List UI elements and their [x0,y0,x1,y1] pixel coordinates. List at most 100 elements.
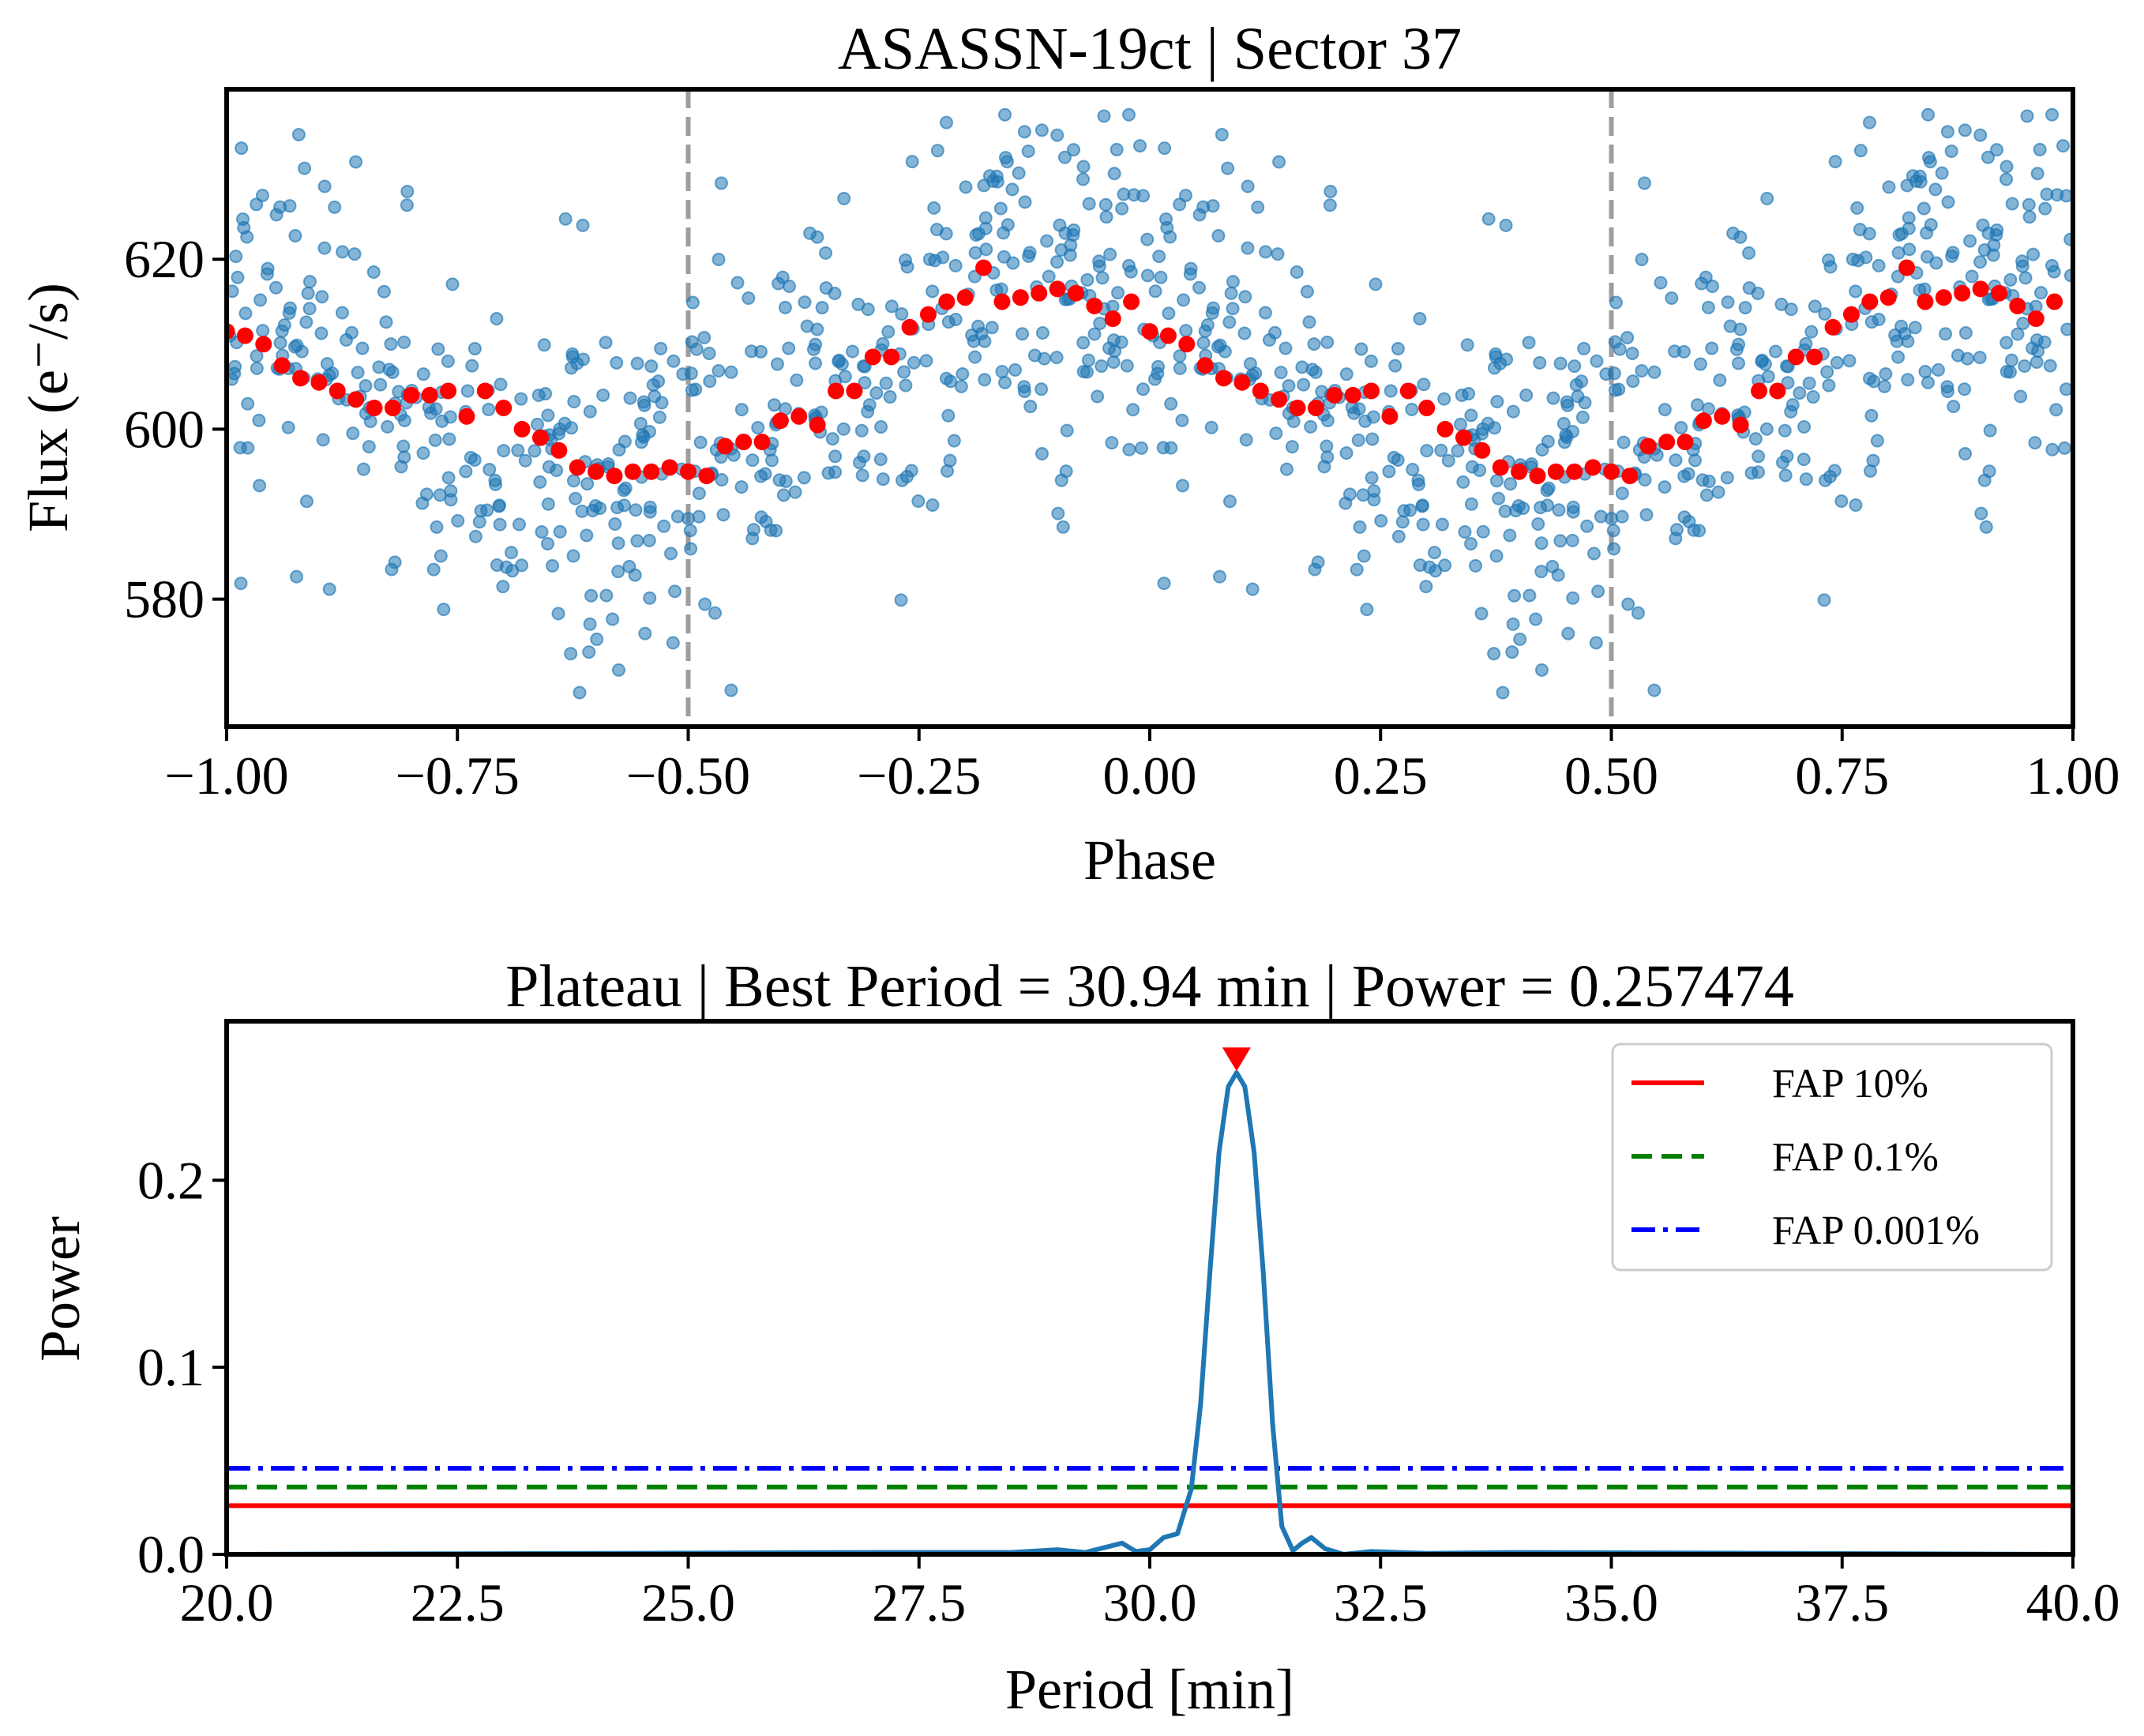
raw-data-point [583,404,597,419]
raw-data-point [542,460,556,474]
raw-data-point [2049,403,2063,417]
raw-data-point [1464,536,1478,550]
raw-data-point [1901,373,1915,387]
raw-data-point [767,398,781,412]
raw-data-point [1315,385,1329,399]
raw-data-point [618,481,633,495]
raw-data-point [1591,584,1605,599]
raw-data-point [734,480,749,494]
raw-data-point [772,473,787,487]
raw-data-point [734,403,749,417]
raw-data-point [1158,141,1172,156]
raw-data-point [968,350,982,364]
raw-data-point [1134,441,1148,455]
binned-data-point [1824,318,1842,336]
raw-data-point [1565,424,1579,438]
raw-data-point [943,453,957,468]
raw-data-point [884,299,899,314]
raw-data-point [2033,142,2047,156]
raw-data-point [298,161,312,175]
raw-data-point [277,318,291,333]
raw-data-point [995,364,1009,378]
raw-data-point [1350,562,1364,577]
raw-data-point [2031,344,2045,359]
raw-data-point [1867,374,1881,389]
raw-data-point [228,359,242,374]
raw-data-point [1066,143,1080,157]
raw-data-point [1963,234,1977,248]
raw-data-point [467,453,482,467]
raw-data-point [1774,297,1789,311]
raw-data-point [1238,290,1252,304]
raw-data-point [894,593,908,607]
binned-data-point [753,434,771,451]
raw-data-point [1853,223,1867,237]
raw-data-point [1374,513,1388,528]
raw-data-point [1761,370,1775,384]
raw-data-point [797,471,811,485]
top-y-axis-label: Flux (e⁻/s) [17,283,80,532]
raw-data-point [1196,336,1211,350]
raw-data-point [1687,523,1701,537]
raw-data-point [1049,351,1064,365]
raw-data-point [1140,269,1155,283]
binned-data-point [975,259,993,276]
raw-data-point [445,277,460,291]
raw-data-point [838,370,852,384]
raw-data-point [905,155,919,169]
raw-data-point [1481,212,1496,226]
raw-data-point [1489,347,1503,361]
raw-data-point [1388,359,1402,373]
raw-data-point [1323,198,1337,212]
raw-data-point [290,338,304,352]
binned-data-point [1529,468,1546,485]
raw-data-point [1420,444,1434,458]
binned-data-point [2027,310,2044,328]
raw-data-point [1519,388,1534,402]
raw-data-point [301,286,315,300]
raw-data-point [1274,366,1288,380]
binned-data-point [1031,284,1048,302]
raw-data-point [926,498,940,512]
raw-data-point [1213,569,1227,584]
bottom-x-tick-label: 35.0 [1564,1573,1658,1633]
raw-data-point [1626,374,1640,389]
raw-data-point [1513,632,1527,646]
raw-data-point [939,115,953,130]
raw-data-point [1417,378,1431,392]
raw-data-point [770,357,784,371]
raw-data-point [576,218,590,232]
raw-data-point [1018,195,1032,209]
binned-data-point [495,400,513,416]
raw-data-point [1784,404,1798,419]
raw-data-point [314,326,329,340]
raw-data-point [344,325,359,340]
raw-data-point [1243,357,1257,371]
raw-data-point [689,382,703,396]
top-x-tick-label: −0.50 [626,746,750,806]
raw-data-point [1324,185,1338,199]
raw-data-point [1872,258,1886,272]
raw-data-point [1001,218,1015,232]
raw-data-point [1568,359,1582,374]
raw-data-point [1870,434,1884,448]
raw-data-point [644,359,659,374]
raw-data-point [1981,150,1995,164]
raw-data-point [828,286,842,300]
raw-data-point [2045,107,2060,122]
raw-data-point [1063,248,1077,262]
raw-data-point [821,466,835,480]
raw-data-point [1489,549,1504,563]
raw-data-point [1797,420,1812,434]
raw-data-point [1508,588,1522,603]
raw-data-point [1282,378,1296,393]
raw-data-point [1976,218,1990,232]
raw-data-point [1804,325,1819,339]
raw-data-point [1008,363,1023,377]
binned-data-point [1658,434,1676,451]
raw-data-point [1616,435,1631,449]
binned-data-point [458,408,475,425]
binned-data-point [1104,310,1121,328]
raw-data-point [564,647,578,661]
binned-data-point [1917,293,1934,310]
